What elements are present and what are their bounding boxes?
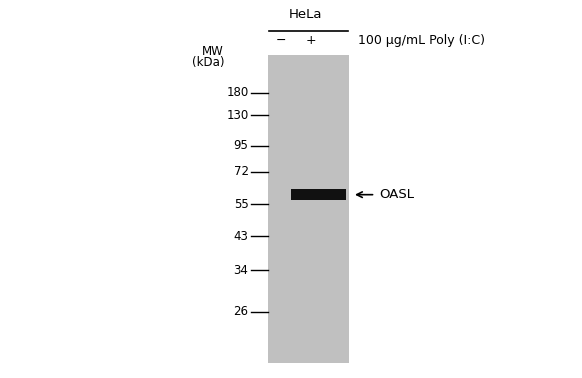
Text: HeLa: HeLa <box>289 8 322 21</box>
Text: (kDa): (kDa) <box>191 56 224 69</box>
Bar <box>291 189 346 200</box>
Text: 100 µg/mL Poly (I:C): 100 µg/mL Poly (I:C) <box>358 34 485 47</box>
Text: −: − <box>276 34 286 47</box>
Text: 55: 55 <box>234 198 249 211</box>
Text: 95: 95 <box>233 139 249 152</box>
Text: 43: 43 <box>233 230 249 243</box>
Text: 26: 26 <box>233 305 249 318</box>
Text: 34: 34 <box>233 264 249 277</box>
Text: +: + <box>306 34 317 47</box>
Text: 130: 130 <box>226 109 249 122</box>
Bar <box>268 55 349 363</box>
Text: 72: 72 <box>233 166 249 178</box>
Text: MW: MW <box>203 45 224 57</box>
Text: 180: 180 <box>226 86 249 99</box>
Text: OASL: OASL <box>379 188 414 201</box>
